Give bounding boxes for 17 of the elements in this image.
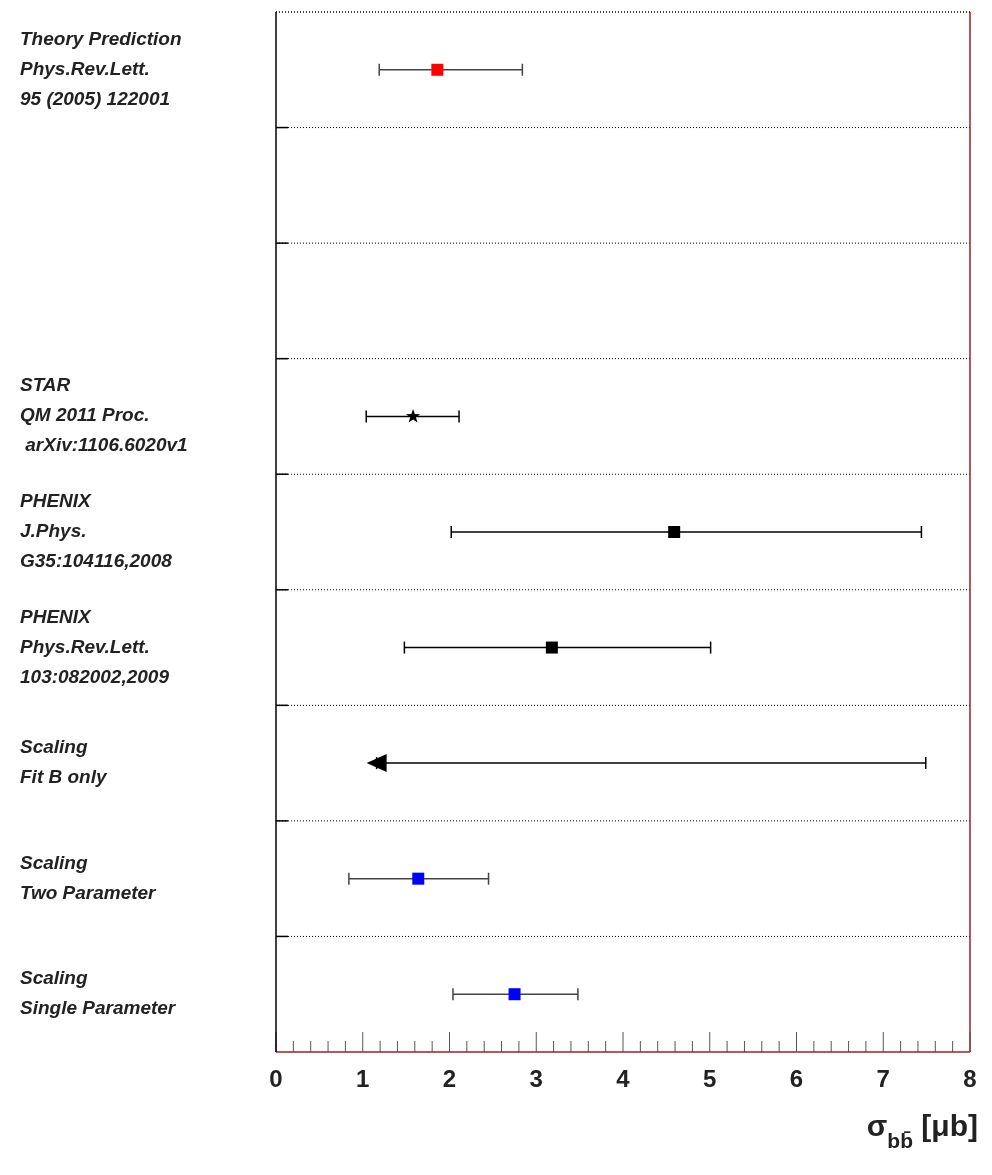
x-tick-label: 7 bbox=[876, 1065, 890, 1093]
y-tick-label: STAR QM 2011 Proc. arXiv:1106.6020v1 bbox=[20, 374, 188, 456]
x-tick-label: 4 bbox=[616, 1065, 631, 1093]
x-tick-label: 8 bbox=[963, 1065, 977, 1093]
x-tick-label: 0 bbox=[269, 1065, 283, 1093]
x-tick-label: 2 bbox=[442, 1065, 457, 1093]
x-tick-label: 6 bbox=[789, 1065, 804, 1093]
x-axis-title: σ$_{bb̄}$ [μb] bbox=[866, 1109, 978, 1152]
y-tick-label: PHENIX Phys.Rev.Lett. 103:082002,2009 bbox=[20, 605, 170, 687]
y-tick-label: Theory Prediction Phys.Rev.Lett. 95 (2005) 122001 bbox=[20, 27, 182, 109]
x-tick-label: 3 bbox=[529, 1065, 543, 1093]
y-tick-label: Scaling Two Parameter bbox=[20, 851, 158, 903]
x-tick-label: 1 bbox=[356, 1065, 370, 1093]
x-tick-label: 5 bbox=[703, 1065, 717, 1093]
y-tick-label: Scaling Single Parameter bbox=[20, 967, 177, 1019]
y-tick-label: Scaling Fit B only bbox=[20, 736, 108, 788]
y-tick-label: PHENIX J.Phys. G35:104116,2008 bbox=[20, 490, 173, 572]
